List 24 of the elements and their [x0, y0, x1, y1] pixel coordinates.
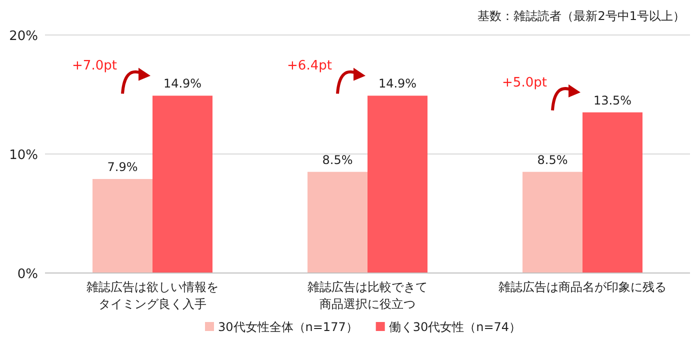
annotation: +7.0pt: [72, 58, 117, 74]
data-label: 8.5%: [322, 152, 353, 167]
bar: [368, 96, 428, 273]
bar: [582, 112, 642, 273]
data-label: 13.5%: [593, 93, 632, 108]
legend-label: 働く30代女性（n=74）: [388, 320, 522, 334]
data-label: 8.5%: [537, 152, 568, 167]
y-tick-label: 10%: [9, 148, 38, 163]
data-label: 14.9%: [378, 76, 417, 91]
x-tick-label: 雑誌広告は欲しい情報をタイミング良く入手: [86, 280, 218, 311]
chart-subtitle: 基数：雑誌読者（最新2号中1号以上）: [478, 9, 685, 23]
bar: [308, 172, 368, 273]
data-label: 14.9%: [163, 76, 202, 91]
bar: [152, 96, 212, 273]
annotation: +6.4pt: [287, 58, 332, 74]
x-tick-label: 雑誌広告は商品名が印象に残る: [498, 280, 666, 294]
data-label: 7.9%: [107, 160, 138, 174]
y-tick-label: 20%: [9, 29, 38, 44]
legend-label: 30代女性全体（n=177）: [218, 320, 358, 334]
y-tick-label: 0%: [17, 267, 38, 282]
x-tick-label: 雑誌広告は比較できて商品選択に役立つ: [308, 280, 428, 311]
bar: [522, 172, 582, 273]
annotation: +5.0pt: [502, 75, 547, 90]
bar: [92, 178, 152, 273]
